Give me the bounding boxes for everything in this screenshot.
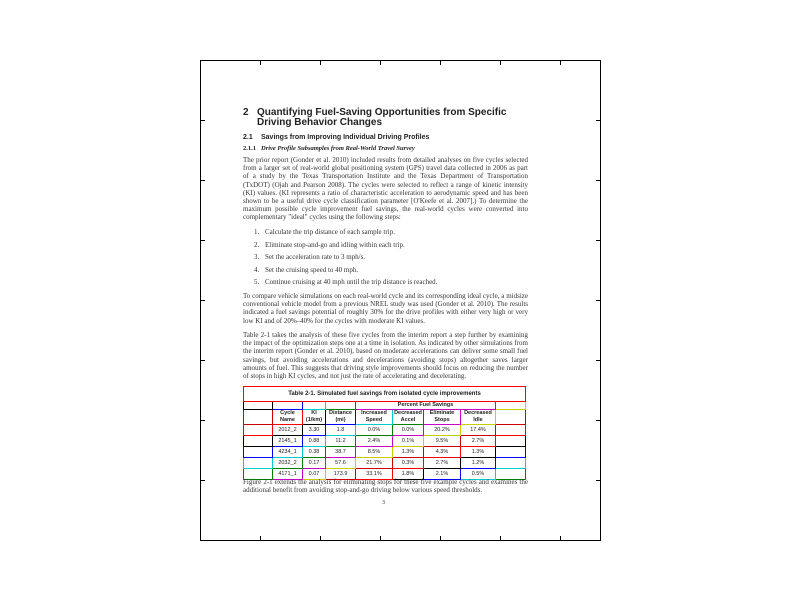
axis-tick bbox=[560, 61, 561, 65]
axis-tick bbox=[596, 240, 600, 241]
table-cell: 0.3% bbox=[392, 457, 424, 469]
table-cell: 0.1% bbox=[392, 435, 424, 447]
page-number: 3 bbox=[382, 500, 385, 506]
table-cell: 8.5% bbox=[355, 446, 393, 458]
axis-tick bbox=[500, 61, 501, 65]
col-header: Eliminate Stops bbox=[423, 409, 461, 425]
col-header: Distance (mi) bbox=[325, 409, 356, 425]
table-caption: Table 2-1. Simulated fuel savings from i… bbox=[243, 386, 526, 402]
col-header: Cycle Name bbox=[272, 409, 303, 425]
col-header: KI (1/km) bbox=[302, 409, 326, 425]
fuel-savings-table: Table 2-1. Simulated fuel savings from i… bbox=[243, 386, 526, 480]
axis-tick bbox=[201, 240, 205, 241]
table-cell: 4.3% bbox=[423, 446, 461, 458]
table-cell: 17.4% bbox=[460, 424, 496, 436]
table-cell: 1.2% bbox=[460, 457, 496, 469]
subsection-heading: 2.1.1 Drive Profile Subsamples from Real-… bbox=[243, 145, 528, 152]
table-cell: 0.17 bbox=[302, 457, 326, 469]
axis-tick bbox=[201, 300, 205, 301]
step-item: Eliminate stop-and-go and idling within … bbox=[261, 239, 528, 252]
axis-tick bbox=[380, 536, 381, 540]
section-heading: 2.1 Savings from Improving Individual Dri… bbox=[243, 134, 528, 141]
table-cell: 11.2 bbox=[325, 435, 356, 447]
table-row: 4234_1 0.38 38.7 8.5% 1.3% 4.3% 1.3% bbox=[243, 446, 526, 458]
step-item: Continue cruising at 40 mph until the tr… bbox=[261, 276, 528, 289]
table-cell: 33.1% bbox=[355, 468, 393, 480]
table-cell: 0.0% bbox=[392, 424, 424, 436]
axis-tick bbox=[596, 120, 600, 121]
table-cell: 3.30 bbox=[302, 424, 326, 436]
table-cell: 0.0% bbox=[355, 424, 393, 436]
step-item: Calculate the trip distance of each samp… bbox=[261, 226, 528, 239]
axis-tick bbox=[201, 480, 205, 481]
col-header: Increased Speed bbox=[355, 409, 393, 425]
table-cell: 9.5% bbox=[423, 435, 461, 447]
chapter-heading: 2 Quantifying Fuel-Saving Opportunities … bbox=[243, 108, 528, 128]
paragraph-1: The prior report (Gonder et al. 2010) in… bbox=[243, 156, 528, 222]
table-cell: 57.6 bbox=[325, 457, 356, 469]
axis-tick bbox=[596, 300, 600, 301]
axis-tick bbox=[440, 536, 441, 540]
chapter-title: Quantifying Fuel-Saving Opportunities fr… bbox=[257, 107, 507, 128]
chapter-number: 2 bbox=[243, 107, 249, 118]
page-frame bbox=[200, 60, 601, 541]
table-cell: 2032_2 bbox=[272, 457, 303, 469]
table-row: 2145_1 0.88 11.2 2.4% 0.1% 9.5% 2.7% bbox=[243, 435, 526, 447]
paragraph-2: To compare vehicle simulations on each r… bbox=[243, 292, 528, 325]
axis-tick bbox=[500, 536, 501, 540]
table-cell: 1.3% bbox=[392, 446, 424, 458]
axis-tick bbox=[260, 536, 261, 540]
table-cell: 2145_1 bbox=[272, 435, 303, 447]
section-title: Savings from Improving Individual Drivin… bbox=[261, 134, 430, 141]
axis-tick bbox=[320, 61, 321, 65]
col-header: Decreased Idle bbox=[460, 409, 496, 425]
table-cell: 0.88 bbox=[302, 435, 326, 447]
table-cell: 20.2% bbox=[423, 424, 461, 436]
axis-tick bbox=[201, 180, 205, 181]
axis-tick bbox=[201, 420, 205, 421]
axis-tick bbox=[596, 180, 600, 181]
axis-tick bbox=[201, 360, 205, 361]
col-header: Decreased Accel bbox=[392, 409, 424, 425]
table-row: 2032_2 0.17 57.6 21.7% 0.3% 2.7% 1.2% bbox=[243, 457, 526, 469]
table-cell: 2.7% bbox=[423, 457, 461, 469]
paragraph-4: Figure 2-1 extends the analysis for elim… bbox=[243, 478, 528, 495]
paragraph-3: Table 2-1 takes the analysis of these fi… bbox=[243, 331, 528, 381]
axis-tick bbox=[201, 120, 205, 121]
axis-tick bbox=[560, 536, 561, 540]
axis-tick bbox=[596, 480, 600, 481]
table-cell: 0.38 bbox=[302, 446, 326, 458]
step-item: Set the acceleration rate to 3 mph/s. bbox=[261, 251, 528, 264]
steps-list: Calculate the trip distance of each samp… bbox=[243, 226, 528, 289]
axis-tick bbox=[260, 61, 261, 65]
table-cell: 2.7% bbox=[460, 435, 496, 447]
axis-tick bbox=[596, 420, 600, 421]
axis-tick bbox=[320, 536, 321, 540]
subsection-title: Drive Profile Subsamples from Real-World… bbox=[261, 145, 415, 152]
table-row: 4171_1 0.07 173.9 33.1% 1.8% 2.1% 0.5% bbox=[243, 468, 526, 480]
subsection-number: 2.1.1 bbox=[243, 145, 256, 152]
step-item: Set the cruising speed to 40 mph. bbox=[261, 264, 528, 277]
section-number: 2.1 bbox=[243, 134, 253, 141]
axis-tick bbox=[440, 61, 441, 65]
axis-tick bbox=[596, 360, 600, 361]
table-cell: 38.7 bbox=[325, 446, 356, 458]
table-cell: 1.8 bbox=[325, 424, 356, 436]
table-cell: 1.3% bbox=[460, 446, 496, 458]
table-cell: 4234_1 bbox=[272, 446, 303, 458]
percent-fuel-savings-header: Percent Fuel Savings bbox=[355, 401, 496, 410]
table-cell: 2.4% bbox=[355, 435, 393, 447]
table-row: 2012_2 3.30 1.8 0.0% 0.0% 20.2% 17.4% bbox=[243, 424, 526, 436]
table-cell: 2012_2 bbox=[272, 424, 303, 436]
axis-tick bbox=[380, 61, 381, 65]
table-cell: 21.7% bbox=[355, 457, 393, 469]
